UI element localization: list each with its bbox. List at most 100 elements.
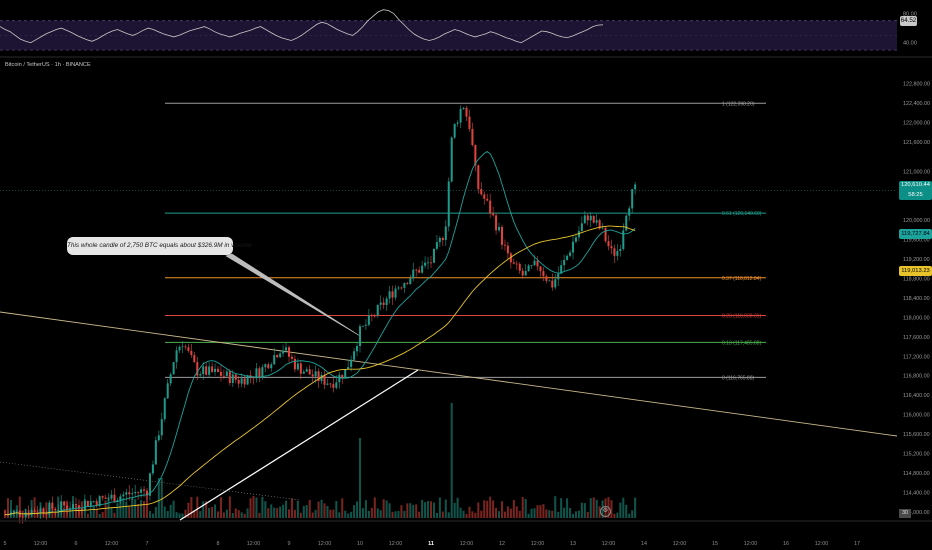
volume-bar xyxy=(370,507,373,518)
candle-body xyxy=(77,505,80,509)
candle-body xyxy=(202,366,205,375)
candle-body xyxy=(92,501,95,502)
volume-bar xyxy=(148,510,151,518)
candle-body xyxy=(219,371,222,376)
candle-body xyxy=(418,269,421,273)
volume-bar xyxy=(613,513,616,518)
time-axis[interactable]: 5 12:00 6 12:00 7 8 12:00 9 12:00 10 12:00 11 12:00 1… xyxy=(0,520,932,547)
volume-bar xyxy=(483,500,486,518)
candle-body xyxy=(137,491,140,493)
volume-bar xyxy=(415,504,418,518)
volume-bar xyxy=(456,497,459,518)
price-tick-label: 114,400.00 xyxy=(903,491,930,497)
candle-body xyxy=(551,280,554,288)
candle-body xyxy=(388,291,391,299)
candle-body xyxy=(628,208,631,216)
candle-body xyxy=(119,496,122,501)
volume-bar xyxy=(577,510,580,518)
candle-body xyxy=(424,262,427,266)
volume-bar xyxy=(533,508,536,518)
volume-bar xyxy=(249,498,252,518)
volume-bar xyxy=(503,511,506,518)
candle-body xyxy=(589,215,592,221)
volume-bar xyxy=(557,511,560,518)
price-tick-label: 115,200.00 xyxy=(903,452,930,458)
volume-bar xyxy=(86,513,89,518)
price-tick-label: 119,200.00 xyxy=(903,257,930,263)
candle-body xyxy=(33,510,36,513)
price-tick-label: 122,400.00 xyxy=(903,101,930,107)
time-tick-label: 12:00 xyxy=(531,541,545,547)
candle-body xyxy=(193,355,196,363)
trendlines[interactable] xyxy=(0,253,898,521)
volume-bar xyxy=(554,496,557,518)
candle-body xyxy=(305,369,308,372)
volume-bar xyxy=(205,501,208,518)
candle-body xyxy=(373,315,376,317)
candle-body xyxy=(625,215,628,231)
candle-body xyxy=(554,279,557,288)
volume-bar xyxy=(574,511,577,518)
fibonacci-retracement[interactable]: 1 (122,398.20) 0.61 (120,140.60) 0.37 (118… xyxy=(0,101,897,381)
candle-body xyxy=(542,271,545,277)
price-tick-label: 116,800.00 xyxy=(903,374,930,380)
volume-bar xyxy=(450,403,453,518)
price-tick-label: 114,800.00 xyxy=(903,471,930,477)
volume-bar xyxy=(187,502,190,518)
volume-bar xyxy=(208,507,211,518)
candle-body xyxy=(338,374,341,383)
time-tick-label: 8 xyxy=(217,541,220,547)
volume-bar xyxy=(397,511,400,518)
candle-body xyxy=(143,489,146,491)
candle-body xyxy=(255,368,258,379)
candle-body xyxy=(412,269,415,279)
candle-body xyxy=(344,369,347,379)
time-tick-label: 17 xyxy=(854,541,860,547)
candle-body xyxy=(329,383,332,385)
candle-body xyxy=(125,492,128,495)
candle-body xyxy=(166,383,169,399)
rsi-axis-label: 80.00 xyxy=(903,11,917,17)
settings-gear-icon[interactable]: ⚙ xyxy=(600,506,611,517)
candle-body xyxy=(258,368,261,378)
price-axis[interactable]: 122,800.00 122,400.00 122,000.00 121,600.00… xyxy=(903,82,930,516)
volume-bar xyxy=(551,510,554,518)
candle-body xyxy=(521,270,524,276)
candle-body xyxy=(314,371,317,377)
volume-bar xyxy=(566,498,569,518)
candle-body xyxy=(134,491,137,494)
volume-bar xyxy=(429,501,433,518)
volume-bar xyxy=(69,507,72,518)
volume-bar xyxy=(145,496,149,518)
candle-body xyxy=(211,366,214,372)
last-price-badge: 120,610.44 58:25 xyxy=(899,181,932,200)
candle-body xyxy=(42,508,45,514)
volume-bar xyxy=(178,513,181,518)
volume-bar xyxy=(595,499,598,518)
candle-body xyxy=(385,298,388,305)
volume-bar xyxy=(332,509,335,518)
candle-body xyxy=(326,383,329,385)
volume-callout[interactable]: This whole candle of 2,750 BTC equals ab… xyxy=(67,237,252,255)
volume-bar xyxy=(500,501,504,518)
volume-bar xyxy=(74,505,78,518)
volume-bar xyxy=(400,505,403,518)
axis-corner-label[interactable]: 30 xyxy=(899,509,911,518)
fib-level-label: 0.13 (117,485.08) xyxy=(722,340,761,346)
volume-bar xyxy=(264,501,267,518)
volume-bar xyxy=(169,504,172,518)
volume-bar xyxy=(92,505,95,518)
candle-body xyxy=(518,263,521,271)
candle-body xyxy=(308,369,311,375)
volume-bar xyxy=(184,509,187,518)
candle-body xyxy=(187,347,190,351)
price-tick-label: 117,600.00 xyxy=(903,335,930,341)
ema-value-badge: 119,727.84 xyxy=(899,229,932,239)
volume-bar xyxy=(131,497,134,518)
candle-body xyxy=(184,346,187,348)
volume-bar xyxy=(166,511,169,518)
volume-bar xyxy=(631,510,634,518)
candle-body xyxy=(527,265,530,271)
volume-bar xyxy=(311,512,314,518)
